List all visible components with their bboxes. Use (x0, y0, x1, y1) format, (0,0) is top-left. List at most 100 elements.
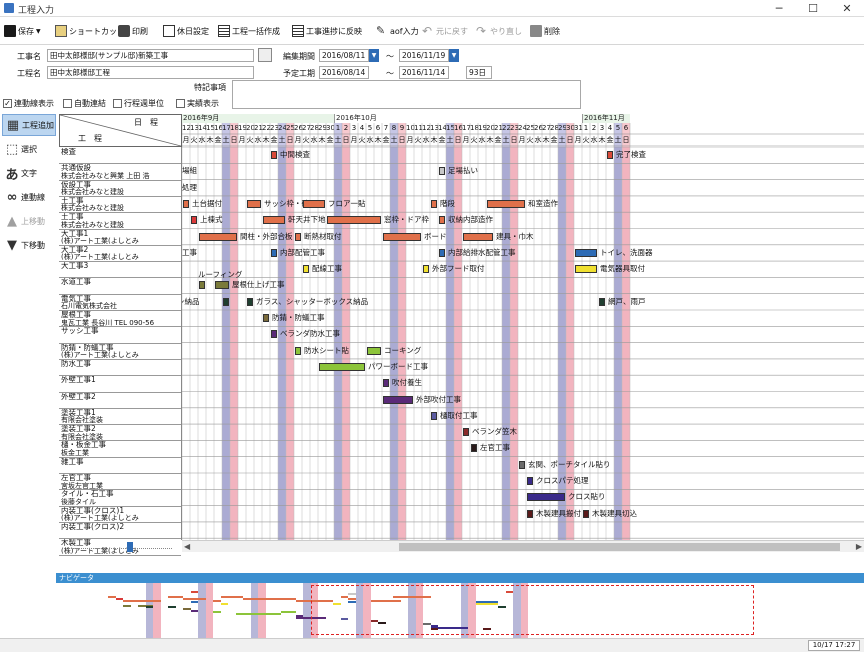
task-bar[interactable] (271, 248, 277, 257)
process-name[interactable]: 共通仮設 (61, 164, 91, 173)
process-name[interactable]: 外壁工事2 (61, 392, 96, 401)
tool-link-line[interactable]: ∞ 連動線 (2, 186, 56, 208)
task-bar[interactable] (439, 167, 445, 176)
plan-end-field[interactable]: 2016/11/14 (399, 66, 449, 79)
task-bar[interactable] (271, 330, 277, 339)
process-name[interactable]: 塗装工事2 (61, 425, 96, 434)
project-select-button[interactable] (258, 48, 272, 62)
task-bar[interactable] (215, 281, 229, 290)
option-4[interactable]: 実績表示 (176, 98, 219, 109)
task-bar[interactable] (423, 265, 429, 274)
process-name[interactable]: 防錆・防蟻工事 (61, 343, 114, 352)
task-bar[interactable] (367, 346, 381, 355)
task-bar[interactable] (583, 509, 589, 518)
plan-start-field[interactable]: 2016/08/14 (319, 66, 369, 79)
task-bar[interactable] (527, 477, 533, 485)
minimize-button[interactable]: ─ (775, 2, 783, 15)
process-name[interactable]: 木製工事 (61, 539, 91, 548)
process-name[interactable]: 有限会社塗装 (61, 416, 103, 425)
process-name[interactable]: (株)アート工業(よしとみ (61, 253, 139, 262)
aof-input-button[interactable]: ✎ aof入力 (376, 24, 419, 37)
option-1[interactable]: ✓ 連動線表示 (3, 98, 54, 109)
process-name[interactable]: 内装工事(クロス)2 (61, 522, 125, 531)
process-name[interactable]: サッシ工事 (61, 327, 99, 336)
process-name[interactable]: (株)アート工業(よしとみ (61, 237, 139, 245)
option-3[interactable]: 行程週単位 (113, 98, 164, 109)
task-bar[interactable] (575, 265, 597, 274)
task-bar[interactable] (383, 395, 413, 404)
navigator-panel[interactable] (56, 583, 864, 638)
task-bar[interactable] (471, 444, 477, 453)
task-bar[interactable] (199, 281, 205, 290)
process-name[interactable]: 検査 (61, 148, 76, 156)
reflect-progress-button[interactable]: 工事進捗に反映 (292, 23, 362, 39)
process-name[interactable]: 宮坂左官工業 (61, 481, 103, 490)
process-name[interactable]: 石川電気株式会社 (61, 302, 117, 311)
horizontal-scrollbar[interactable]: ◀ ▶ (182, 540, 864, 552)
delete-button[interactable]: 削除 (530, 23, 560, 39)
option-checkbox[interactable] (63, 99, 72, 108)
task-bar[interactable] (199, 232, 237, 241)
process-name[interactable]: 大工事1 (61, 229, 89, 238)
days-field[interactable]: 93日 (466, 66, 492, 79)
process-name[interactable]: 土工事 (61, 213, 84, 222)
task-bar[interactable] (247, 199, 261, 208)
redo-button[interactable]: ↷ やり直し (476, 24, 522, 38)
task-bar[interactable] (183, 199, 189, 208)
gantt-chart[interactable]: 中間検査 完了検査 場組 足場払い 処理 土台据付 サッシ枠・破風 フロア一貼 階段 和室造作 上棟… (182, 147, 864, 540)
task-bar[interactable] (519, 460, 525, 469)
task-bar[interactable] (295, 346, 301, 355)
task-bar[interactable] (439, 216, 445, 225)
task-bar[interactable] (439, 248, 445, 257)
zoom-slider[interactable] (56, 540, 182, 554)
process-name[interactable]: 屋根工事 (61, 311, 91, 319)
task-bar[interactable] (271, 151, 277, 159)
save-button[interactable]: 保存 ▼ (4, 23, 41, 39)
task-bar[interactable] (463, 428, 469, 437)
task-bar[interactable] (527, 493, 565, 502)
task-bar[interactable] (431, 199, 437, 208)
process-name[interactable]: 株式会社みなと建設 (61, 188, 124, 197)
tool-move-up[interactable]: ▲ 上移動 (2, 210, 56, 232)
scroll-right-icon[interactable]: ▶ (855, 542, 862, 551)
process-name[interactable]: 雑工事 (61, 457, 84, 466)
task-bar[interactable] (319, 362, 365, 371)
process-name[interactable]: 板金工業 (61, 448, 89, 457)
task-bar[interactable] (247, 297, 253, 306)
process-name[interactable]: 株式会社みなと建設 (61, 204, 124, 213)
scroll-left-icon[interactable]: ◀ (184, 542, 191, 551)
process-name[interactable]: 大工事3 (61, 262, 89, 271)
task-bar[interactable] (607, 151, 613, 159)
option-checkbox[interactable] (113, 99, 122, 108)
process-name[interactable]: (株)アート工業(よしとみ (61, 514, 139, 523)
nav-viewport[interactable] (311, 585, 754, 635)
process-name[interactable]: 後藤タイル (61, 497, 96, 506)
task-bar[interactable] (263, 216, 285, 225)
task-bar[interactable] (303, 199, 325, 208)
task-bar[interactable] (463, 232, 493, 241)
option-2[interactable]: 自動連結 (63, 98, 106, 109)
task-bar[interactable] (599, 297, 605, 306)
edit-end-field[interactable]: 2016/11/19 (399, 49, 449, 62)
task-bar[interactable] (527, 509, 533, 518)
task-bar[interactable] (191, 216, 197, 225)
task-bar[interactable] (327, 216, 381, 225)
tool-move-down[interactable]: ▼ 下移動 (2, 234, 56, 256)
holiday-button[interactable]: 休日設定 (163, 23, 209, 39)
process-name[interactable]: 水道工事 (61, 278, 91, 287)
process-name[interactable]: 株式会社みなと興業 上田 浩 (61, 171, 150, 180)
bulk-create-button[interactable]: 工程一括作成 (218, 23, 280, 39)
task-bar[interactable] (263, 314, 269, 322)
process-name[interactable]: 外壁工事1 (61, 376, 96, 385)
process-name[interactable]: 大工事2 (61, 245, 89, 254)
kouji-mei-field[interactable]: 田中太郎様邸(サンプル邸)新築工事 (47, 49, 254, 62)
process-name[interactable]: (株)アート工業(よしとみ (61, 351, 139, 360)
process-name[interactable]: 仮設工事 (61, 180, 91, 189)
maximize-button[interactable]: ☐ (808, 2, 818, 15)
undo-button[interactable]: ↶ 元に戻す (422, 24, 468, 38)
close-button[interactable]: ✕ (842, 2, 852, 15)
task-bar[interactable] (295, 232, 301, 241)
option-checkbox[interactable]: ✓ (3, 99, 12, 108)
process-name[interactable]: 内装工事(クロス)1 (61, 506, 125, 515)
task-bar[interactable] (431, 411, 437, 420)
